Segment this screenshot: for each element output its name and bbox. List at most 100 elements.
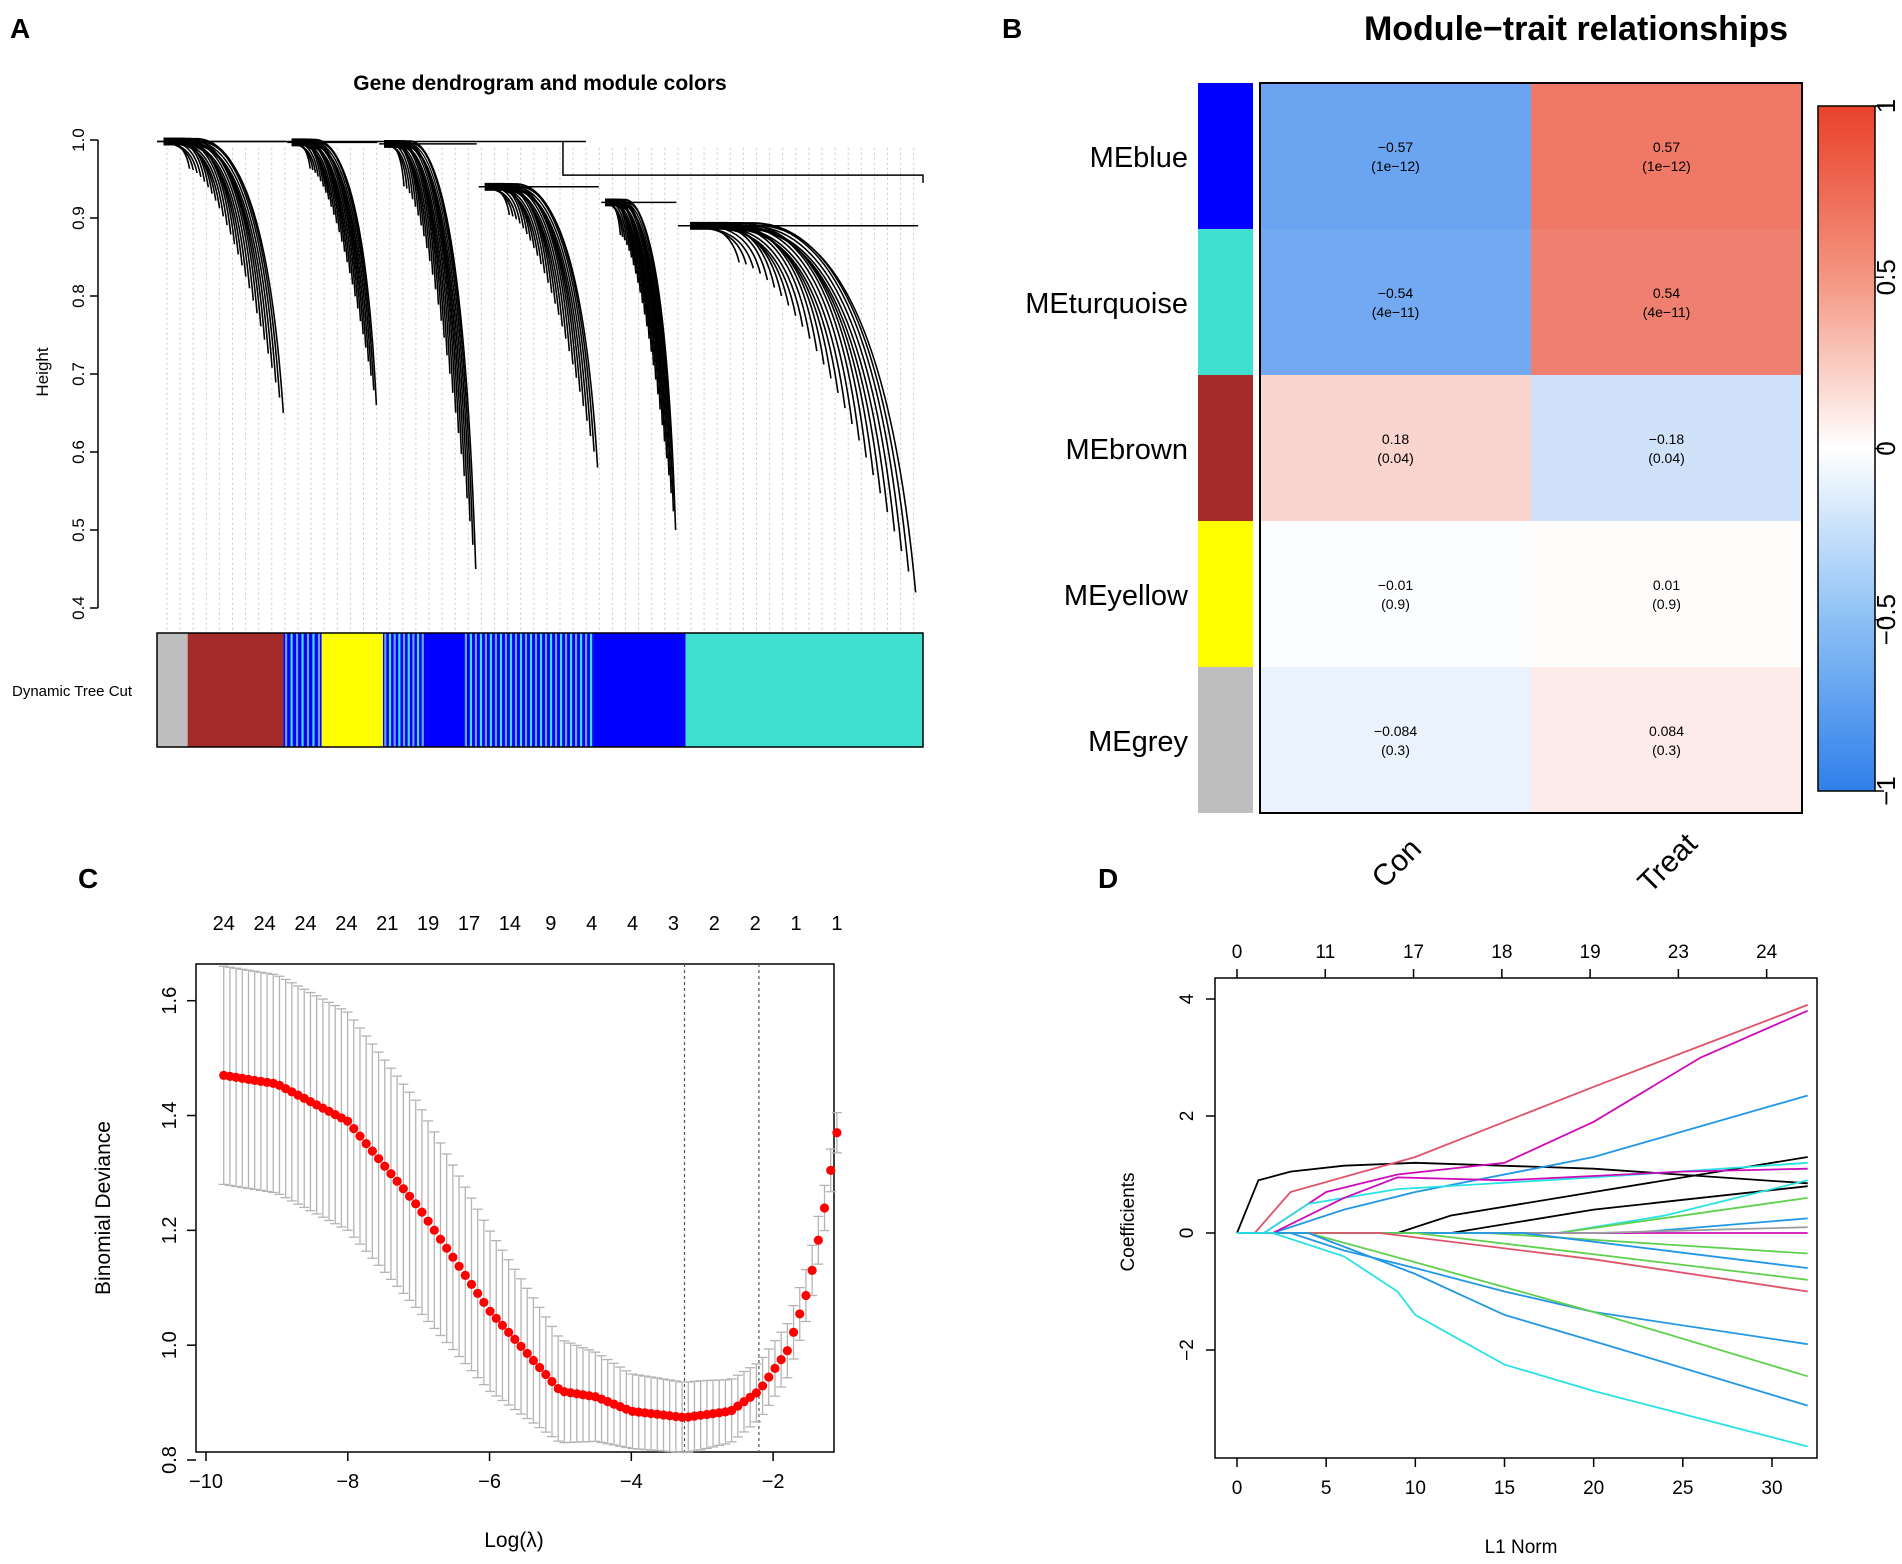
lasso-cv-plot-frame [195,963,835,1453]
lasso-cv-point [826,1165,836,1175]
lasso-cv-top-count: 4 [627,913,638,935]
heatmap-colorbar [1817,105,1876,792]
colorbar-tick-label: 0 [1871,441,1901,455]
dendrogram-tree [157,137,924,593]
heatmap-cell-value: −0.57 [1378,139,1414,155]
lasso-cv-point [373,1154,384,1164]
heatmap-module-label: MEbrown [1066,434,1189,466]
lasso-cv-point [807,1265,817,1275]
lasso-path-line [1237,1232,1808,1281]
lasso-path-x-tick-label: 25 [1672,1478,1693,1499]
lasso-cv-x-ticks: −10 −8 −6 −4 −2 [189,1452,785,1493]
dendrogram-title: Gene dendrogram and module colors [353,72,726,95]
heatmap-cell-value: −0.01 [1378,577,1414,593]
heatmap-module-swatch [1198,521,1253,667]
lasso-cv-point [435,1234,446,1244]
lasso-path-y-tick-label: 4 [1177,993,1198,1004]
module-strip-segment [157,633,188,747]
dendrogram-leaf [690,222,910,572]
dynamic-tree-cut-label: Dynamic Tree Cut [12,683,133,700]
dendrogram-y-tick-label: 0.8 [69,284,88,308]
lasso-path-xlabel: L1 Norm [1485,1537,1558,1558]
dendrogram-leaf [690,222,903,552]
lasso-cv-top-count: 1 [831,913,842,935]
lasso-cv-point [832,1128,842,1138]
lasso-path-top-ticks: 0 11 17 18 19 23 24 [1232,942,1778,978]
dendrogram-leaf [384,142,477,570]
lasso-cv-top-count: 24 [253,913,275,935]
heatmap-cell-pvalue: (0.04) [1377,450,1414,466]
heatmap-cell-pvalue: (1e−12) [1371,158,1420,174]
heatmap-module-label: MEyellow [1064,580,1189,612]
dendrogram-leaf [605,204,653,352]
lasso-path-lines [1236,1004,1809,1448]
lasso-cv-point [411,1199,421,1209]
lasso-cv-x-tick-label: −8 [336,1471,359,1493]
panel-a-dendrogram: Gene dendrogram and module colors Height… [12,72,924,748]
heatmap-cell-pvalue: (1e−12) [1642,158,1691,174]
dendrogram-leaf [484,189,560,315]
heatmap-cell-pvalue: (0.9) [1652,596,1681,612]
lasso-path-x-tick-label: 5 [1321,1478,1332,1499]
module-strip-segment [321,633,383,747]
lasso-cv-point [795,1309,805,1319]
lasso-cv-point [367,1146,377,1156]
heatmap-module-label: MEblue [1090,142,1188,174]
lasso-path-line [1236,1161,1808,1234]
dendrogram-leaf [163,140,273,368]
dendrogram-leaf [384,145,466,476]
lasso-cv-point [819,1203,830,1213]
dendrogram-leaf [690,228,797,316]
lasso-cv-top-count: 24 [213,913,235,935]
lasso-path-top-tick-label: 0 [1232,942,1243,963]
dendrogram-leaf [384,145,463,455]
lasso-cv-x-tick-label: −2 [762,1471,785,1493]
dendrogram-leaf [384,140,474,545]
lasso-path-top-tick-label: 24 [1756,942,1778,963]
dendrogram-y-tick-label: 0.6 [69,440,88,464]
module-strip-segment [685,633,923,747]
dendrogram-leaf [690,225,875,476]
colorbar-tick-label: −0.5 [1871,594,1901,645]
lasso-cv-ylabel: Binomial Deviance [92,1121,115,1295]
lasso-cv-point [757,1381,768,1391]
heatmap-cell-pvalue: (0.3) [1381,742,1410,758]
lasso-cv-point [776,1354,786,1365]
lasso-cv-top-count: 19 [417,913,439,935]
lasso-cv-point [788,1327,799,1337]
lasso-path-y-tick-label: −2 [1177,1339,1198,1361]
lasso-cv-point [380,1161,390,1171]
heatmap-border [1259,82,1803,814]
panel-b-heatmap: Module−trait relationships MEblue −0.57 (1… [1025,10,1901,899]
heatmap-cell [1531,83,1802,229]
lasso-cv-y-tick-label: 1.0 [159,1331,181,1359]
panel-c-lasso-cv: 24 24 24 24 21 19 17 14 9 4 4 3 2 2 1 1 −10 −8 −6 −4 −2 0.8… [92,913,842,1552]
lasso-cv-point [386,1169,396,1179]
dendrogram-y-tick-label: 0.9 [69,206,88,230]
panel-label-d: D [1098,863,1118,894]
dendrogram-leaf [163,143,243,266]
lasso-path-top-tick-label: 23 [1668,942,1689,963]
lasso-cv-point [491,1313,501,1323]
lasso-cv-top-count: 4 [586,913,597,935]
lasso-cv-points [219,1070,842,1422]
lasso-path-line [1237,1094,1808,1234]
heatmap-module-swatch [1198,83,1253,229]
lasso-path-line [1237,1009,1809,1234]
heatmap-trait-label: Con [1366,832,1428,894]
lasso-cv-xlabel: Log(λ) [484,1529,544,1552]
heatmap-cell [1260,521,1531,667]
lasso-cv-top-count: 2 [750,913,761,935]
colorbar-tick-label: −1 [1871,776,1901,806]
dendrogram-leaf [690,227,882,494]
lasso-path-top-tick-label: 19 [1580,942,1601,963]
heatmap-cell-value: 0.54 [1653,285,1680,301]
lasso-cv-top-counts: 24 24 24 24 21 19 17 14 9 4 4 3 2 2 1 1 [213,913,843,935]
heatmap-cell-pvalue: (4e−11) [1372,304,1420,320]
heatmap-module-swatch [1198,667,1253,813]
lasso-path-ylabel: Coefficients [1118,1173,1139,1272]
lasso-cv-x-tick-label: −10 [189,1471,223,1493]
lasso-cv-point [522,1348,532,1359]
heatmap-cell [1531,521,1802,667]
module-strip-border [156,632,924,748]
